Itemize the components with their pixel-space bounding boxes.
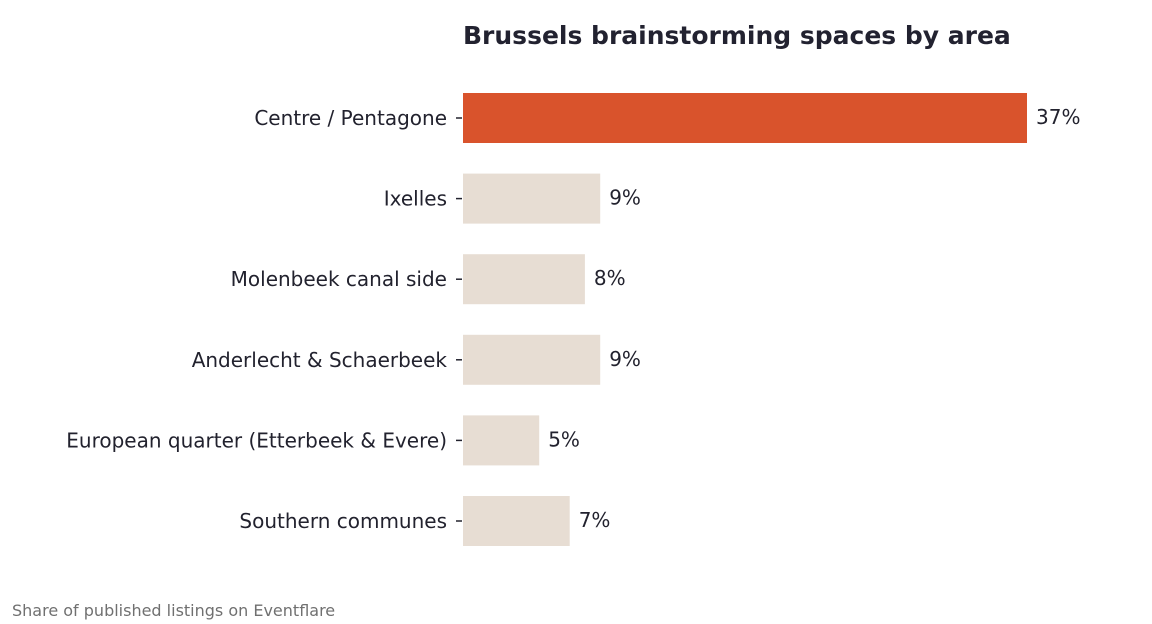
value-label: 9% (609, 347, 641, 371)
y-tick-label: Anderlecht & Schaerbeek (192, 348, 448, 372)
value-label: 7% (579, 508, 611, 532)
y-tick-label: Centre / Pentagone (254, 106, 447, 130)
source-note: Share of published listings on Eventflar… (12, 601, 336, 620)
value-label: 8% (594, 266, 626, 290)
bar (463, 334, 601, 385)
value-label: 37% (1036, 105, 1080, 129)
bar (463, 93, 1027, 143)
bar (463, 496, 570, 546)
y-tick-label: Ixelles (384, 187, 447, 211)
bar (463, 254, 585, 305)
chart-title: Brussels brainstorming spaces by area (463, 21, 1011, 50)
value-label: 9% (609, 186, 641, 210)
bar (463, 415, 540, 466)
bar (463, 173, 601, 224)
value-label: 5% (548, 427, 580, 451)
y-tick-label: European quarter (Etterbeek & Evere) (66, 428, 447, 452)
y-tick-label: Molenbeek canal side (231, 267, 447, 291)
bars-layer: Centre / Pentagone 37% Ixelles 9% Molenbeek … (66, 93, 1080, 546)
y-tick-label: Southern communes (239, 509, 447, 533)
